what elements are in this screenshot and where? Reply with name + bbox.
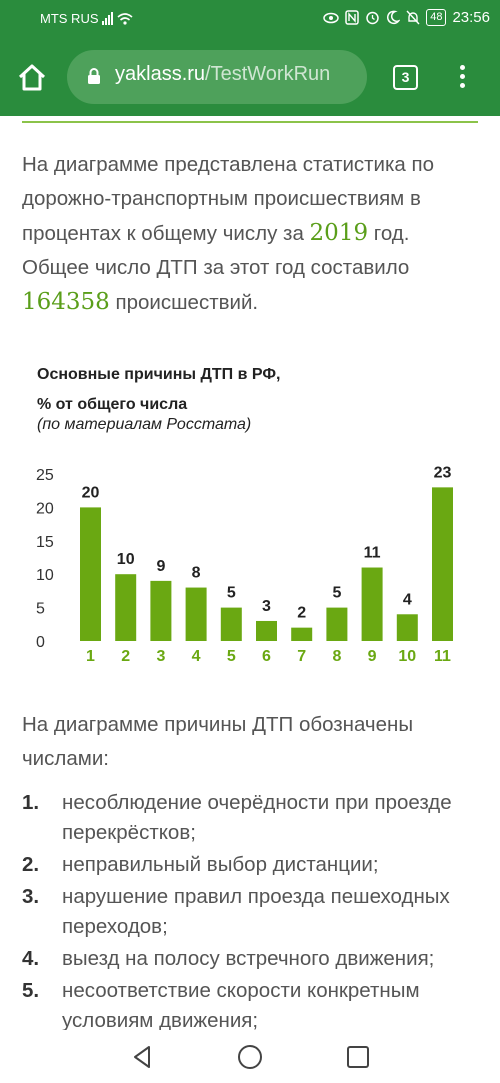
home-icon[interactable] [16,62,48,94]
url-domain: yaklass.ru [115,63,206,85]
x-tick-label: 6 [262,648,271,665]
reason-text: несоответствие скорости конкретным услов… [62,979,420,1032]
y-tick-label: 0 [36,634,45,651]
chart-title-line1: Основные причины ДТП в РФ, [37,366,281,383]
back-triangle-icon[interactable] [129,1043,157,1071]
bar [432,487,453,641]
bar-value-label: 23 [434,464,452,481]
moon-icon [386,10,401,25]
intro-paragraph: На диаграмме представлена статистика по … [22,148,482,320]
bar [80,507,101,641]
bar [185,587,207,641]
bar-value-label: 5 [332,585,341,602]
y-tick-label: 15 [36,534,54,551]
x-tick-label: 5 [227,648,236,665]
bar-value-label: 5 [227,585,236,602]
bar-value-label: 4 [403,591,412,608]
alarm-icon [365,10,380,25]
intro-text-3: происшествий. [109,291,259,314]
x-tick-label: 4 [192,648,201,665]
bar [220,607,242,641]
bar-value-label: 8 [192,565,201,582]
reason-item: 5. несоответствие скорости конкретным усл… [22,976,482,1036]
x-tick-label: 1 [86,648,95,665]
bar [256,620,277,641]
x-tick-label: 8 [332,648,341,665]
x-tick-label: 7 [297,648,306,665]
bar-value-label: 3 [262,598,271,615]
reason-index: 4. [22,947,40,970]
divider [22,121,478,123]
chart-subtitle: (по материалам Росстата) [37,416,252,433]
url-path: /TestWorkRun [205,63,331,85]
bar-value-label: 2 [297,605,306,622]
bar-value-label: 9 [156,558,165,575]
reasons-list: 1. несоблюдение очерёдности при проезде п… [22,788,482,1038]
tab-switcher-button[interactable]: 3 [393,65,418,90]
battery-icon: 48 [426,9,447,26]
x-tick-label: 3 [156,648,165,665]
lock-icon [87,68,101,90]
mute-icon [406,10,420,25]
home-circle-icon[interactable] [236,1043,264,1071]
chart-legend-intro: На диаграмме причины ДТП обозначены числ… [22,713,414,770]
bar [115,574,137,641]
bar [326,607,348,641]
eye-icon [323,11,339,25]
reason-item: 3. нарушение правил проезда пешеходных пе… [22,882,482,942]
x-tick-label: 2 [121,648,130,665]
bar-chart: 0 5 10 15 20 25 20 1 10 2 9 3 8 4 5 5 3 6 2 7 5 8 11 9 4 10 23 11 [36,464,453,665]
reason-item: 4. выезд на полосу встречного движения; [22,944,482,974]
total-value: 164358 [22,289,110,315]
more-vert-icon[interactable] [452,62,472,94]
bar [396,614,418,641]
x-tick-label: 9 [368,648,377,665]
intro-text-2: год. Общее число ДТП за этот год состави… [22,222,410,279]
signal-icon [102,11,134,28]
url-text: yaklass.ru/TestWorkRun [115,63,355,86]
x-tick-label: 11 [434,648,451,665]
reason-index: 3. [22,885,40,908]
status-bar: MTS RUS 48 23:56 [0,0,500,38]
bar [291,627,313,641]
y-tick-label: 20 [36,500,54,517]
year-value: 2019 [309,220,369,246]
reason-item: 2. неправильный выбор дистанции; [22,850,482,880]
browser-toolbar: yaklass.ru/TestWorkRun 3 [0,38,500,116]
nfc-icon [345,10,359,25]
x-tick-label: 10 [398,648,416,665]
reason-index: 5. [22,979,40,1002]
chart-title: Основные причины ДТП в РФ, % от общего ч… [37,360,280,420]
intro-text-1: На диаграмме представлена статистика по … [22,153,435,245]
reason-index: 1. [22,791,40,814]
recents-square-icon[interactable] [344,1043,372,1071]
clock: 23:56 [452,9,490,26]
y-tick-label: 25 [36,467,54,484]
reason-text: неправильный выбор дистанции; [62,853,379,876]
reason-text: несоблюдение очерёдности при проезде пер… [62,791,452,844]
chart-title-line2: % от общего числа [37,396,188,413]
bar-value-label: 20 [82,484,100,501]
bar [361,567,383,641]
reason-text: выезд на полосу встречного движения; [62,947,435,970]
reason-index: 2. [22,853,40,876]
bar [150,580,172,641]
system-nav-bar [0,1030,500,1083]
address-input[interactable]: yaklass.ru/TestWorkRun [67,50,367,104]
bar-value-label: 10 [117,551,135,568]
y-tick-label: 5 [36,601,45,618]
y-tick-label: 10 [36,567,54,584]
reason-text: нарушение правил проезда пешеходных пере… [62,885,450,938]
bar-value-label: 11 [364,545,381,562]
carrier-name: MTS RUS [40,11,99,26]
reason-item: 1. несоблюдение очерёдности при проезде п… [22,788,482,848]
